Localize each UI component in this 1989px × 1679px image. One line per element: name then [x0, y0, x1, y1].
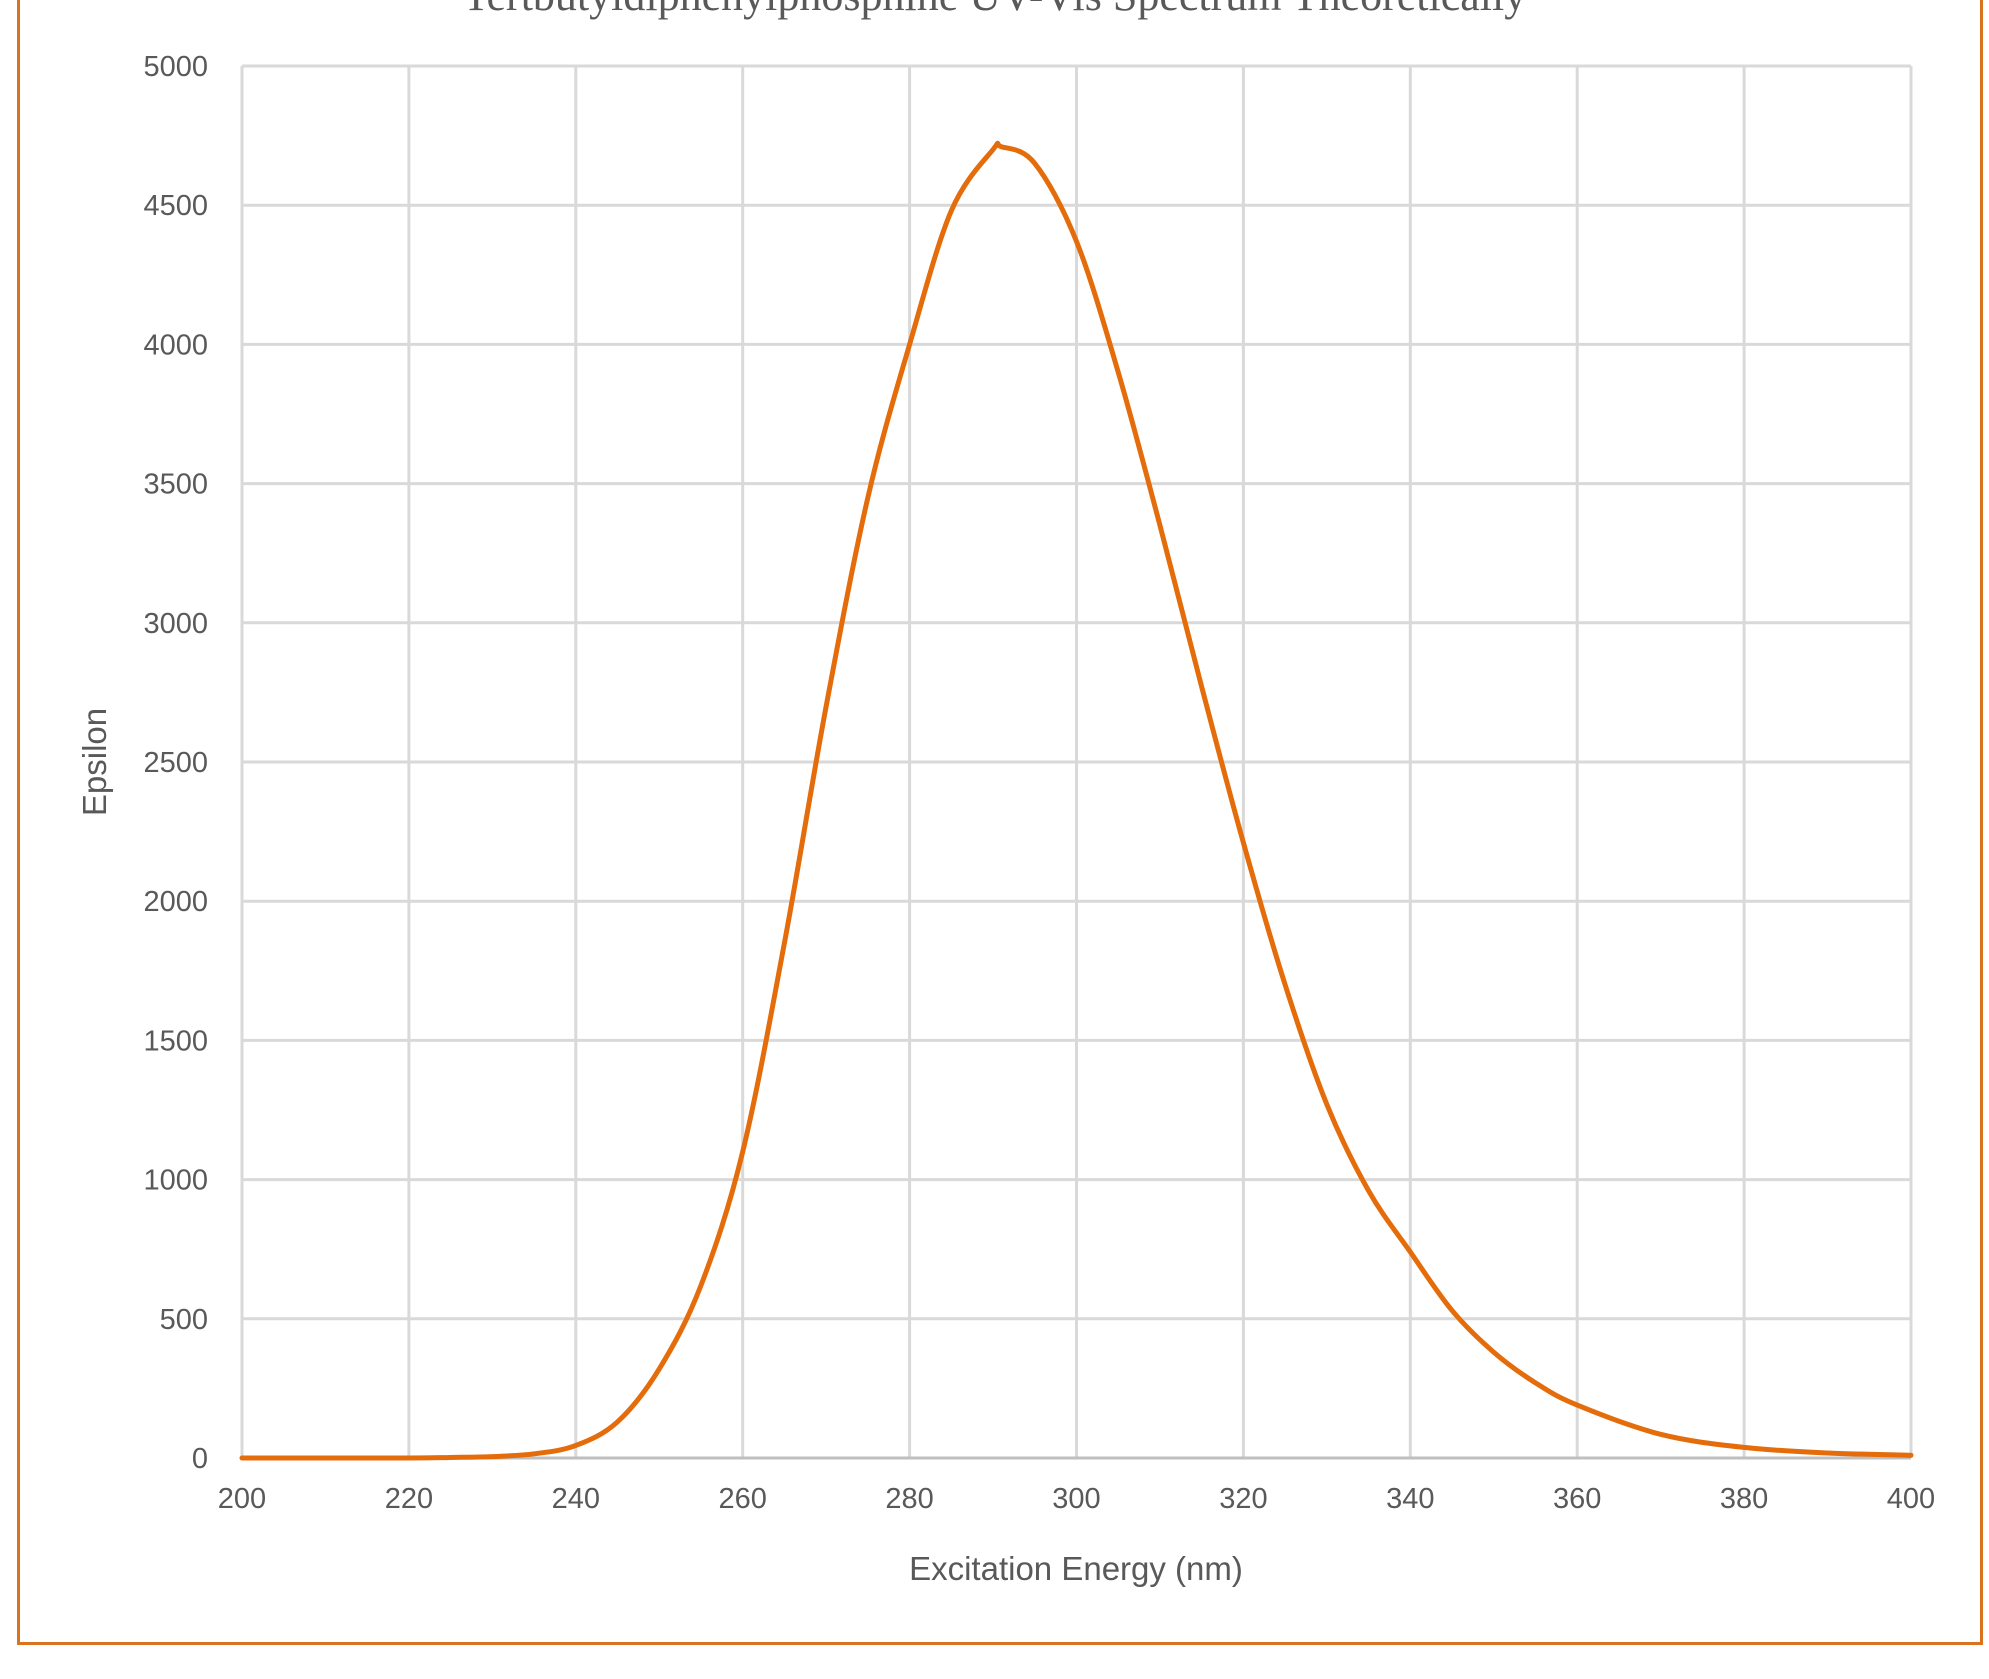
- y-tick-label: 0: [192, 1443, 208, 1475]
- x-tick-label: 320: [1219, 1483, 1267, 1515]
- x-tick-label: 200: [218, 1483, 266, 1515]
- y-tick-labels: 0 500 1000 1500 2000 2500 3000 3500 4000 4500 5000: [143, 51, 208, 1475]
- spectrum-line: [239, 140, 1914, 1461]
- y-tick-label: 3000: [143, 608, 208, 640]
- y-tick-label: 1500: [143, 1025, 208, 1057]
- y-tick-label: 4000: [143, 329, 208, 361]
- y-axis-label: Epsilon: [76, 708, 113, 816]
- x-tick-label: 400: [1887, 1483, 1935, 1515]
- x-tick-label: 240: [552, 1483, 600, 1515]
- y-tick-label: 3500: [143, 469, 208, 501]
- y-tick-label: 2500: [143, 747, 208, 779]
- y-tick-label: 2000: [143, 886, 208, 918]
- chart-title: Tertbutyldiphenylphosphine UV-Vis Spectr…: [0, 0, 1989, 21]
- y-tick-label: 500: [160, 1304, 208, 1336]
- x-tick-label: 300: [1052, 1483, 1100, 1515]
- x-axis-label: Excitation Energy (nm): [909, 1550, 1243, 1587]
- chart-frame: [17, 0, 1983, 1645]
- x-tick-label: 380: [1720, 1483, 1768, 1515]
- x-tick-label: 280: [885, 1483, 933, 1515]
- gridlines: [240, 64, 1913, 1460]
- y-tick-label: 4500: [143, 190, 208, 222]
- x-tick-labels: 200 220 240 260 280 300 320 340 360 380 400: [218, 1483, 1935, 1515]
- x-tick-label: 360: [1553, 1483, 1601, 1515]
- x-tick-label: 340: [1386, 1483, 1434, 1515]
- y-tick-label: 5000: [143, 51, 208, 83]
- x-tick-label: 220: [385, 1483, 433, 1515]
- y-tick-label: 1000: [143, 1165, 208, 1197]
- x-tick-label: 260: [719, 1483, 767, 1515]
